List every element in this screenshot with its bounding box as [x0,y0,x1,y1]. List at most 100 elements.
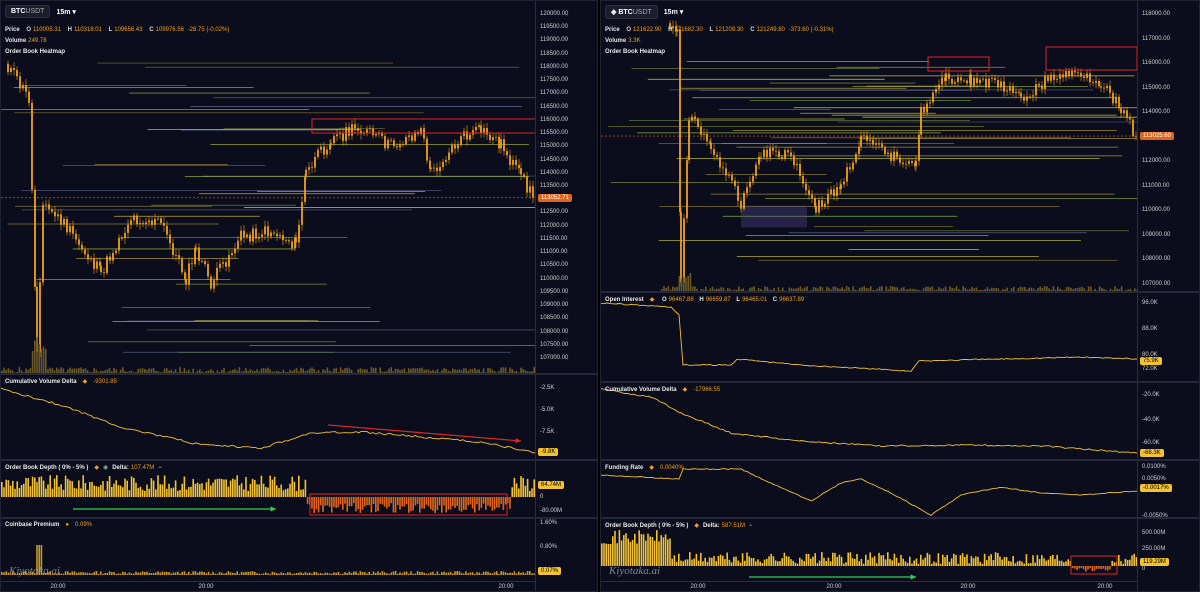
volume-bar [31,351,34,373]
right-obd-pane[interactable]: Order Book Depth ( 0% - 5% ) ◆ Delta: 587.5… [601,519,1199,592]
settings-icon[interactable]: ◆ [694,523,699,529]
left-symbol-selector[interactable]: BTCUSDT [5,5,51,18]
volume-bar [793,288,795,291]
left-cvd-plot[interactable] [1,375,537,461]
fr-value: 0.0040% [659,465,684,471]
right-oi-axis[interactable]: 96.0K 88.0K 80.0K 72.0K 75.9K [1137,293,1199,381]
price-candle [970,74,972,86]
volume-bar [782,287,784,291]
volume-bar [144,368,146,373]
right-oi-pane[interactable]: Open Interest ◆ O 96467.88 H 96659.87 L 9646… [601,293,1199,383]
settings-icon[interactable]: ◆ [94,465,99,471]
left-heatmap-legend: Order Book Heatmap [5,49,66,55]
volume-bar [887,289,890,291]
left-price-pane[interactable]: BTCUSDT 15m ▾ Price O 110005.31 H 110318.0… [1,1,597,375]
volume-bar [350,370,353,373]
settings-icon[interactable]: ● [65,522,69,528]
volume-bar [201,371,203,373]
depth-bar [1093,566,1096,571]
premium-bar [111,572,113,575]
volume-bar [331,371,333,373]
left-price-axis[interactable]: 120000.00 119500.00 119000.00 118500.00 1180… [535,1,597,373]
volume-bar [953,288,956,291]
price-candle [740,200,742,209]
right-time-axis[interactable]: 20:00 20:00 20:00 20:00 [601,581,1137,591]
depth-bar [779,561,781,566]
right-fr-pane[interactable]: Funding Rate ◆ 0.0040% 0.0100% 0.0050% -0.00… [601,461,1199,519]
premium-bar [533,573,535,575]
right-obd-axis[interactable]: 500.00M 250.00M 0 119.29M [1137,519,1199,591]
depth-bar [774,560,777,566]
premium-bar [20,573,23,575]
hide-icon[interactable]: ⌁ [158,465,162,471]
volume-bar [1127,289,1129,291]
left-price-plot[interactable] [1,1,537,375]
premium-bar [282,573,285,575]
price-candle [908,161,910,164]
premium-bar [485,571,487,575]
volume-bar [962,286,964,291]
price-candle [396,146,398,148]
right-fr-plot[interactable] [601,461,1139,519]
price-candle [99,261,101,266]
right-volume-legend: Volume 3.3K [605,38,641,44]
depth-bar [999,556,1001,566]
volume-bar [251,370,254,373]
settings-icon[interactable]: ◆ [649,297,655,303]
depth-bar [772,556,775,566]
volume-bar [1134,288,1136,291]
eye-icon[interactable]: ◉ [102,465,109,471]
settings-icon[interactable]: ◆ [649,465,654,471]
left-obd-axis[interactable]: 0 -80.00M 64.74M [535,461,597,517]
volume-bar [751,287,753,291]
premium-bar [361,571,364,575]
volume-bar [249,369,252,373]
premium-bar [379,572,381,575]
volume-bar [856,290,859,291]
left-cvd-axis[interactable]: -2.5K -5.0K -7.5K -9.8K [535,375,597,459]
depth-bar [766,558,768,566]
left-obd-pane[interactable]: Order Book Depth ( 0% - 5% ) ◆ ◉ Delta: 107.… [1,461,597,519]
hide-icon[interactable]: ⌁ [749,523,753,529]
price-candle [216,267,218,281]
right-cvd-pane[interactable]: Cumulative Volume Delta ◆ -17966.55 -20.0K… [601,383,1199,461]
left-obd-plot[interactable] [1,461,537,519]
depth-bar [262,483,265,497]
premium-bar [317,573,320,575]
left-cbp-axis[interactable]: 1.60% 0.80% 0.07% [535,519,597,591]
right-price-axis[interactable]: 118000.00 117000.00 116000.00 115000.00 1140… [1137,1,1199,291]
left-cbp-pane[interactable]: Coinbase Premium ● 0.09% Kiyotaka.ai 20:00… [1,519,597,592]
settings-icon[interactable]: ◆ [82,379,88,385]
right-oi-plot[interactable] [601,293,1139,383]
volume-bar [988,289,991,291]
right-fr-axis[interactable]: 0.0100% 0.0050% -0.0050% -0.0017% [1137,461,1199,517]
left-cbp-plot[interactable] [1,519,537,592]
depth-bar [218,478,221,497]
price-candle [295,237,297,243]
right-symbol-selector[interactable]: ◈ BTCUSDT [605,5,658,19]
left-ohlc-legend: Price O 110005.31 H 110318.01 L 109656.43 C… [5,27,229,33]
left-cvd-pane[interactable]: Cumulative Volume Delta ◆ -9301.85 -2.5K -5… [1,375,597,461]
left-timeframe-selector[interactable]: 15m ▾ [56,8,76,16]
volume-bar [960,290,962,291]
premium-bar [247,571,249,575]
volume-bar [1052,286,1055,291]
price-candle [333,136,335,144]
depth-bar [1043,558,1045,566]
premium-bar [218,572,221,575]
right-obd-plot[interactable] [601,519,1139,592]
right-cvd-plot[interactable] [601,383,1139,461]
depth-bar [192,478,194,497]
axis-tick-label: -20.0K [1142,392,1160,398]
right-timeframe-selector[interactable]: 15m ▾ [663,9,684,16]
premium-bar [225,572,227,575]
right-cvd-axis[interactable]: -20.0K -40.0K -60.0K -68.3K [1137,383,1199,459]
left-timeframe: 15m [56,8,71,16]
volume-bar [788,287,791,291]
premium-bar [58,572,60,575]
price-candle [163,223,165,226]
left-time-axis[interactable]: 20:00 20:00 20:00 [1,581,535,591]
settings-icon[interactable]: ◆ [682,387,688,393]
right-price-pane[interactable]: ◈ BTCUSDT 15m ▾ Price O 121622.90 H 121682… [601,1,1199,293]
right-price-plot[interactable] [601,1,1139,293]
